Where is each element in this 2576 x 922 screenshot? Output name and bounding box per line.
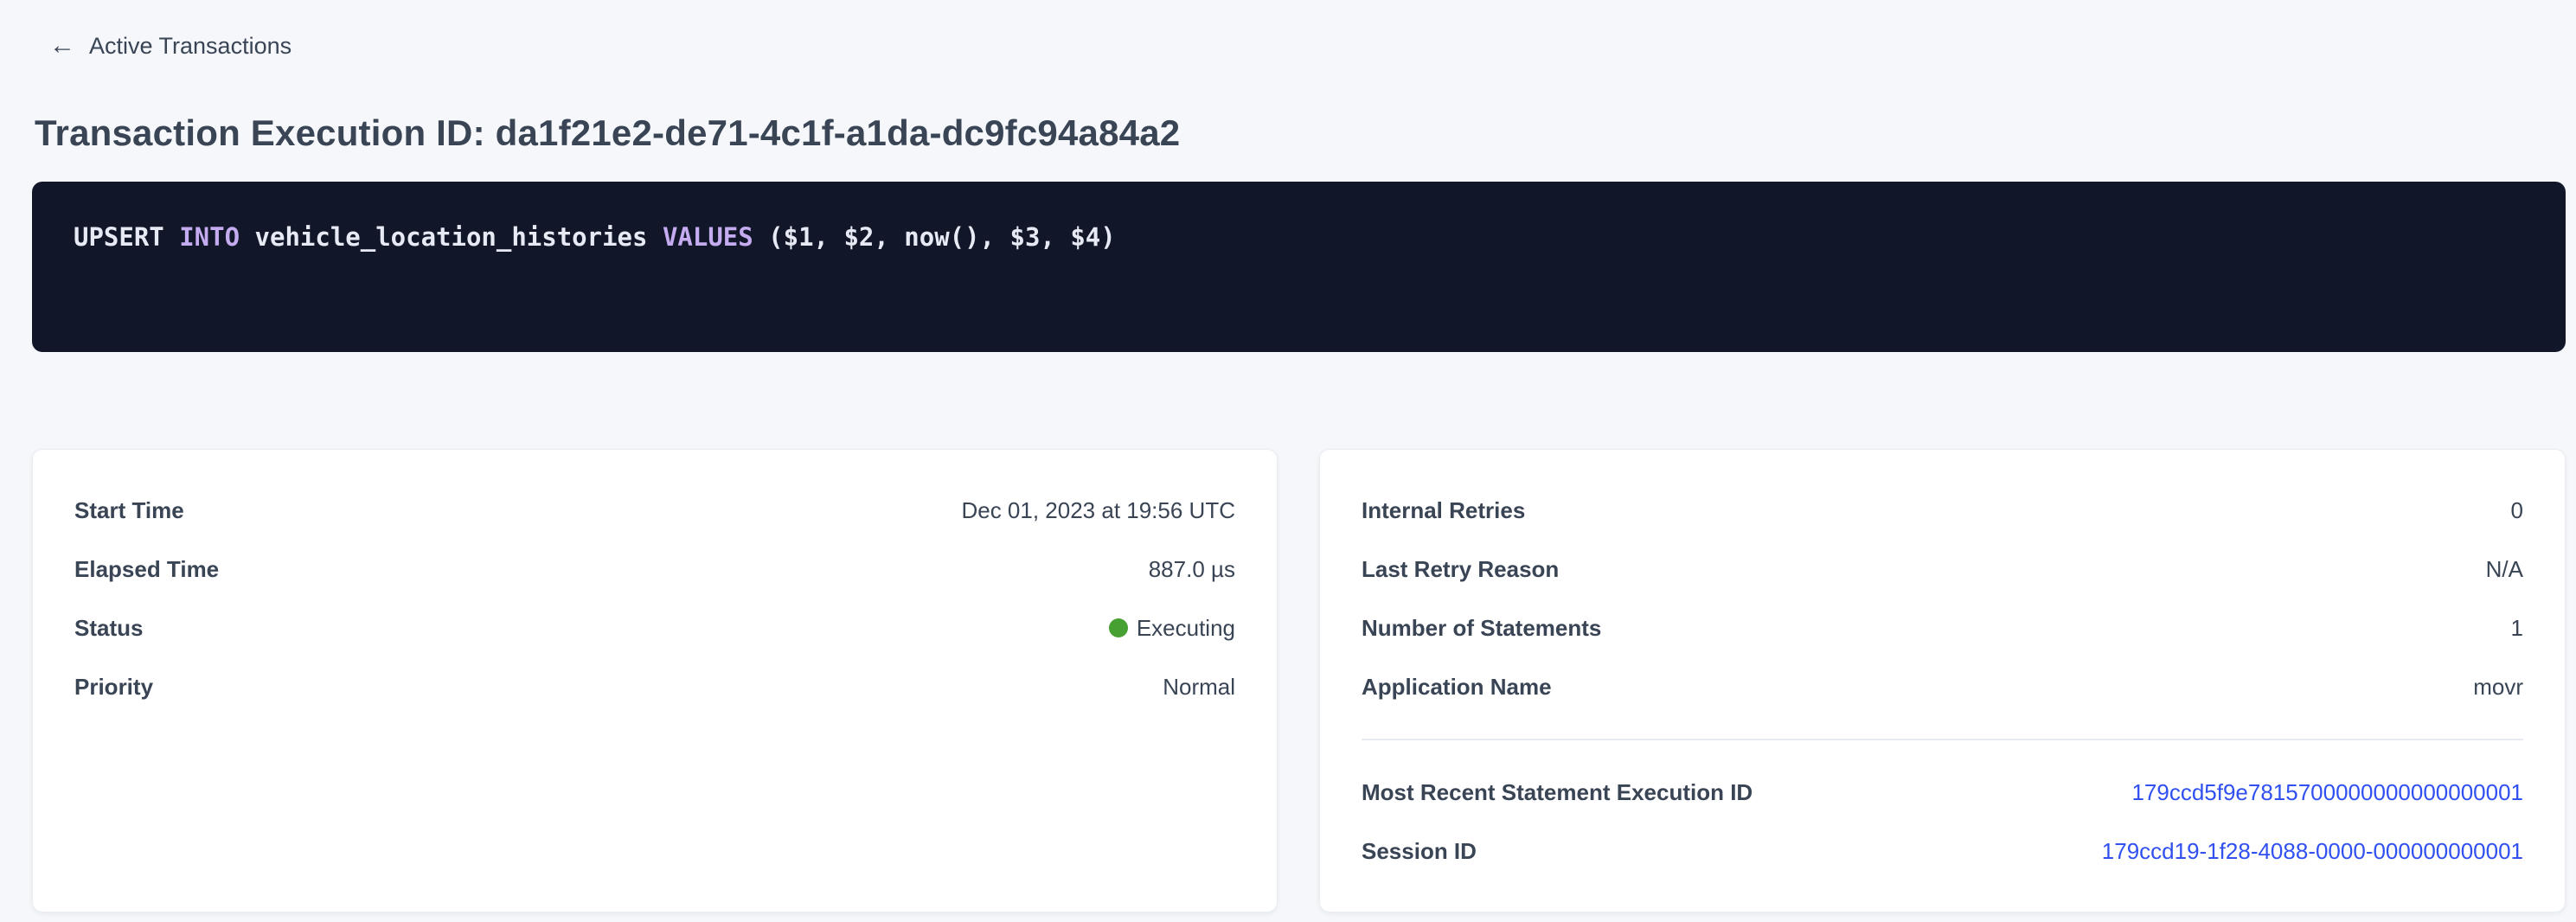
transaction-summary-card: Start Time Dec 01, 2023 at 19:56 UTC Ela… — [32, 449, 1278, 912]
row-value: Normal — [1163, 673, 1235, 700]
summary-row-elapsed-time: Elapsed Time 887.0 µs — [74, 540, 1235, 599]
row-label: Last Retry Reason — [1362, 555, 1560, 582]
statement-execution-id-link[interactable]: 179ccd5f9e7815700000000000000001 — [2131, 778, 2523, 805]
retries-summary-card: Internal Retries 0 Last Retry Reason N/A… — [1319, 449, 2566, 912]
session-id-link[interactable]: 179ccd19-1f28-4088-0000-000000000001 — [2101, 837, 2523, 864]
summary-row-session-id: Session ID 179ccd19-1f28-4088-0000-00000… — [1362, 822, 2523, 880]
row-label: Internal Retries — [1362, 496, 1526, 523]
card-divider — [1362, 739, 2523, 740]
row-value: 887.0 µs — [1148, 555, 1235, 582]
summary-row-priority: Priority Normal — [74, 657, 1235, 716]
status-value: Executing — [1108, 614, 1235, 642]
summary-row-internal-retries: Internal Retries 0 — [1362, 481, 2523, 540]
page-title: Transaction Execution ID: da1f21e2-de71-… — [35, 112, 1181, 153]
status-executing-dot-icon — [1108, 618, 1128, 637]
row-value: Dec 01, 2023 at 19:56 UTC — [961, 496, 1235, 523]
summary-row-start-time: Start Time Dec 01, 2023 at 19:56 UTC — [74, 481, 1235, 540]
sql-token: vehicle_location_histories — [240, 222, 663, 252]
row-label: Status — [74, 614, 144, 641]
sql-statement-box: UPSERT INTO vehicle_location_histories V… — [32, 182, 2566, 352]
back-link-label: Active Transactions — [89, 32, 292, 59]
row-label: Priority — [74, 673, 154, 700]
sql-token: ($1, $2, now(), $3, $4) — [753, 222, 1116, 252]
summary-row-statement-execution-id: Most Recent Statement Execution ID 179cc… — [1362, 763, 2523, 822]
sql-token: UPSERT — [74, 222, 180, 252]
row-label: Start Time — [74, 496, 184, 523]
row-label: Most Recent Statement Execution ID — [1362, 778, 1753, 805]
summary-row-status: Status Executing — [74, 599, 1235, 657]
summary-cards: Start Time Dec 01, 2023 at 19:56 UTC Ela… — [32, 449, 2566, 912]
row-value: movr — [2473, 673, 2523, 700]
row-value: 0 — [2510, 496, 2523, 523]
summary-row-last-retry-reason: Last Retry Reason N/A — [1362, 540, 2523, 599]
row-label: Application Name — [1362, 673, 1552, 700]
row-value: 1 — [2510, 614, 2523, 641]
sql-keyword-token: INTO — [179, 222, 240, 252]
status-text: Executing — [1136, 614, 1235, 641]
sql-statement: UPSERT INTO vehicle_location_histories V… — [74, 220, 2524, 254]
sql-keyword-token: VALUES — [662, 222, 753, 252]
row-label: Number of Statements — [1362, 614, 1602, 641]
arrow-left-icon: ← — [49, 31, 75, 60]
summary-row-application-name: Application Name movr — [1362, 657, 2523, 716]
row-value: N/A — [2485, 555, 2523, 582]
back-link[interactable]: ← Active Transactions — [49, 31, 292, 61]
row-label: Elapsed Time — [74, 555, 220, 582]
summary-row-number-of-statements: Number of Statements 1 — [1362, 599, 2523, 657]
row-label: Session ID — [1362, 837, 1477, 864]
